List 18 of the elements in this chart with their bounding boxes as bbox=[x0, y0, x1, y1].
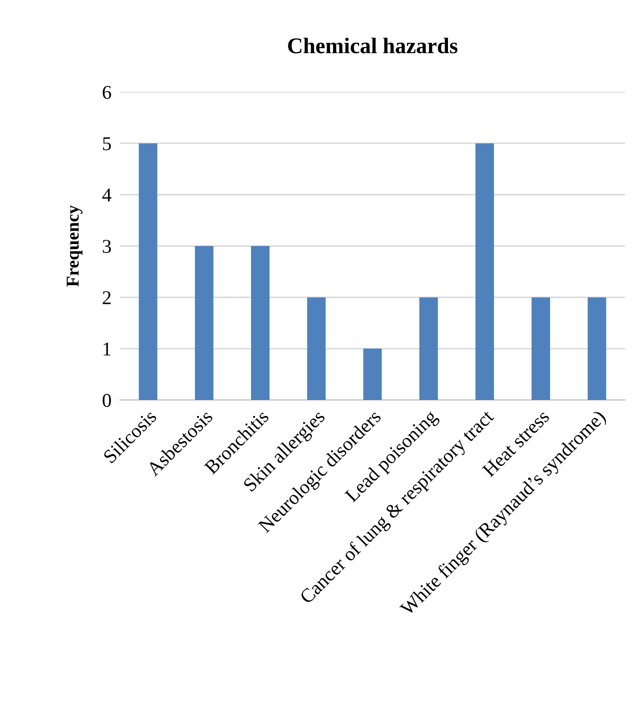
bar bbox=[419, 297, 438, 400]
y-tick-label: 1 bbox=[104, 342, 110, 356]
bar bbox=[475, 143, 494, 400]
y-tick-label: 6 bbox=[102, 86, 112, 99]
y-axis-title: Frequency bbox=[66, 205, 82, 287]
bar bbox=[307, 297, 326, 400]
y-tick-label: 5 bbox=[103, 137, 111, 150]
bar bbox=[194, 246, 214, 400]
bar bbox=[363, 348, 382, 400]
y-tick-label: 0 bbox=[102, 394, 111, 407]
chart-title: Chemical hazards bbox=[288, 38, 458, 54]
y-tick-label: 4 bbox=[102, 188, 112, 202]
bar bbox=[588, 297, 606, 400]
bar bbox=[532, 297, 550, 400]
y-tick-label: 2 bbox=[102, 291, 111, 304]
y-tick-label: 3 bbox=[102, 240, 111, 253]
bar bbox=[138, 143, 158, 400]
bar bbox=[251, 246, 270, 400]
